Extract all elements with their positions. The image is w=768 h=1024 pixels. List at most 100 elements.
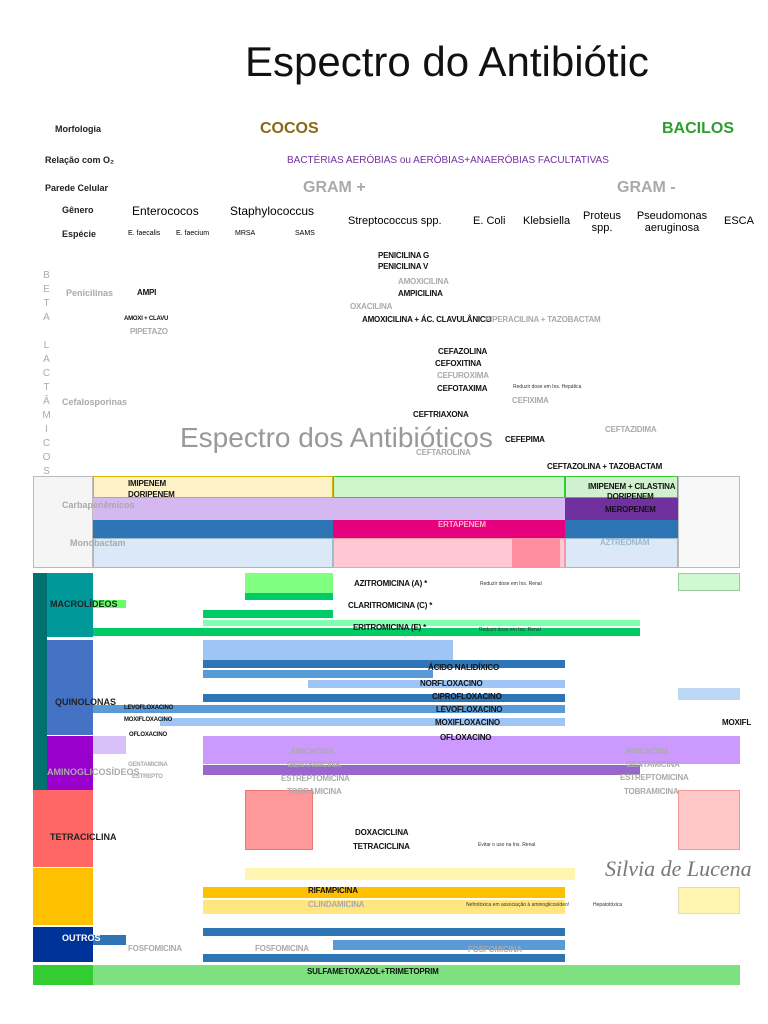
block xyxy=(93,628,640,636)
drug: AMOXICILINA + ÁC. CLAVULÂNICO xyxy=(362,315,492,324)
note: Nefrotóxica em associação à aminoglicosí… xyxy=(466,902,570,908)
block xyxy=(203,900,565,914)
block xyxy=(678,573,740,591)
drug: AMPICILINA xyxy=(398,289,443,298)
drug: OFLOXACINO xyxy=(440,733,492,742)
block xyxy=(245,790,313,850)
block xyxy=(333,940,565,950)
block xyxy=(245,593,333,600)
watermark: Espectro dos Antibióticos xyxy=(180,422,493,453)
drug: AZTREONAM xyxy=(600,538,650,547)
drug: AMICACINA xyxy=(290,747,334,756)
note: Reduzir dose em Ins. Renal xyxy=(479,627,541,633)
block xyxy=(203,736,740,764)
block xyxy=(93,520,333,538)
drug: DORIPENEM xyxy=(128,490,175,499)
label: Espécie xyxy=(62,229,97,239)
drug: CEFTAROLINA xyxy=(416,448,471,457)
block xyxy=(160,718,565,726)
note: Reduzir dose em Ins. Renal xyxy=(480,581,542,587)
drug: LEVOFLOXACINO xyxy=(436,705,503,714)
drug: DOXACICLINA xyxy=(355,828,409,837)
drug: CEFAZOLINA xyxy=(438,347,488,356)
drug: CEFTRIAXONA xyxy=(413,410,469,419)
drug: ESTREPTOMICINA xyxy=(620,773,689,782)
species: MRSA xyxy=(235,230,256,237)
drug: AMICACINA xyxy=(625,747,669,756)
block xyxy=(203,610,333,618)
class-label: MACROLÍDEOS xyxy=(50,599,118,609)
block xyxy=(33,927,93,962)
drug: PIPETAZO xyxy=(130,327,168,336)
block xyxy=(33,965,93,985)
drug: IMIPENEM + CILASTINA xyxy=(588,482,676,491)
drug: AMOXICILINA xyxy=(398,277,449,286)
drug: ESTREPTO xyxy=(132,774,163,780)
block xyxy=(565,538,678,568)
label: BACILOS xyxy=(662,120,734,137)
class-label: Monobactam xyxy=(70,538,126,548)
block xyxy=(308,680,565,688)
title: Espectro do Antibiótic xyxy=(245,38,649,85)
block xyxy=(678,476,740,568)
block xyxy=(678,887,740,914)
drug: MOXIFLOXACINO xyxy=(435,718,500,727)
drug: OXACILINA xyxy=(350,302,393,311)
block xyxy=(33,573,47,790)
genus: Staphylococcus xyxy=(230,204,315,218)
block xyxy=(93,498,565,520)
drug: CEFEPIMA xyxy=(505,435,545,444)
block xyxy=(93,965,740,985)
genus: Streptococcus spp. xyxy=(348,215,442,227)
drug: FOSFOMICINA xyxy=(255,944,309,953)
block xyxy=(93,705,565,713)
block xyxy=(93,476,333,498)
block xyxy=(203,765,640,775)
block xyxy=(93,538,333,568)
drug: PENICILINA V xyxy=(378,262,429,271)
label: Relação com O₂ xyxy=(45,155,115,165)
block xyxy=(203,954,565,962)
genus: Enterococos xyxy=(132,204,199,218)
block xyxy=(203,670,433,678)
block xyxy=(333,476,565,498)
drug: OFLOXACINO xyxy=(129,732,167,738)
drug: ESTREPTOMICINA xyxy=(281,774,350,783)
block xyxy=(203,928,565,936)
drug: FOSFOMICINA xyxy=(468,945,522,954)
class-label: QUINOLONAS xyxy=(55,697,117,707)
class-label: Carbapenêmicos xyxy=(62,500,135,510)
block xyxy=(47,640,93,735)
drug: PIPERACILINA + TAZOBACTAM xyxy=(485,315,601,324)
drug: CIPROFLOXACINO xyxy=(432,692,502,701)
block xyxy=(33,868,93,925)
drug: LEVOFLOXACINO xyxy=(124,705,174,711)
drug: ERTAPENEM xyxy=(438,520,486,529)
drug: CEFUROXIMA xyxy=(437,371,489,380)
drug: MOXIFL xyxy=(722,718,752,727)
block xyxy=(203,620,640,626)
block xyxy=(203,660,565,668)
drug: CEFOXITINA xyxy=(435,359,482,368)
block xyxy=(512,538,560,568)
block xyxy=(47,573,93,637)
class-label: TETRACICLINA xyxy=(50,832,117,842)
genus: E. Coli xyxy=(473,215,506,227)
block xyxy=(93,935,126,945)
label: Parede Celular xyxy=(45,183,109,193)
block xyxy=(93,736,126,754)
species: SAMS xyxy=(295,230,315,237)
drug: AMPI xyxy=(137,288,157,297)
block xyxy=(33,476,93,568)
class-label: Penicilinas xyxy=(66,288,114,298)
genus: Klebsiella xyxy=(523,215,571,227)
block xyxy=(93,600,126,608)
block xyxy=(565,520,678,538)
drug: CLINDAMICINA xyxy=(308,900,365,909)
block xyxy=(565,476,678,498)
block xyxy=(245,573,333,593)
block xyxy=(203,640,453,660)
drug: TOBRAMICINA xyxy=(624,787,679,796)
genus: Pseudomonas aeruginosa xyxy=(636,210,708,234)
drug: GENTAMICINA xyxy=(626,760,680,769)
